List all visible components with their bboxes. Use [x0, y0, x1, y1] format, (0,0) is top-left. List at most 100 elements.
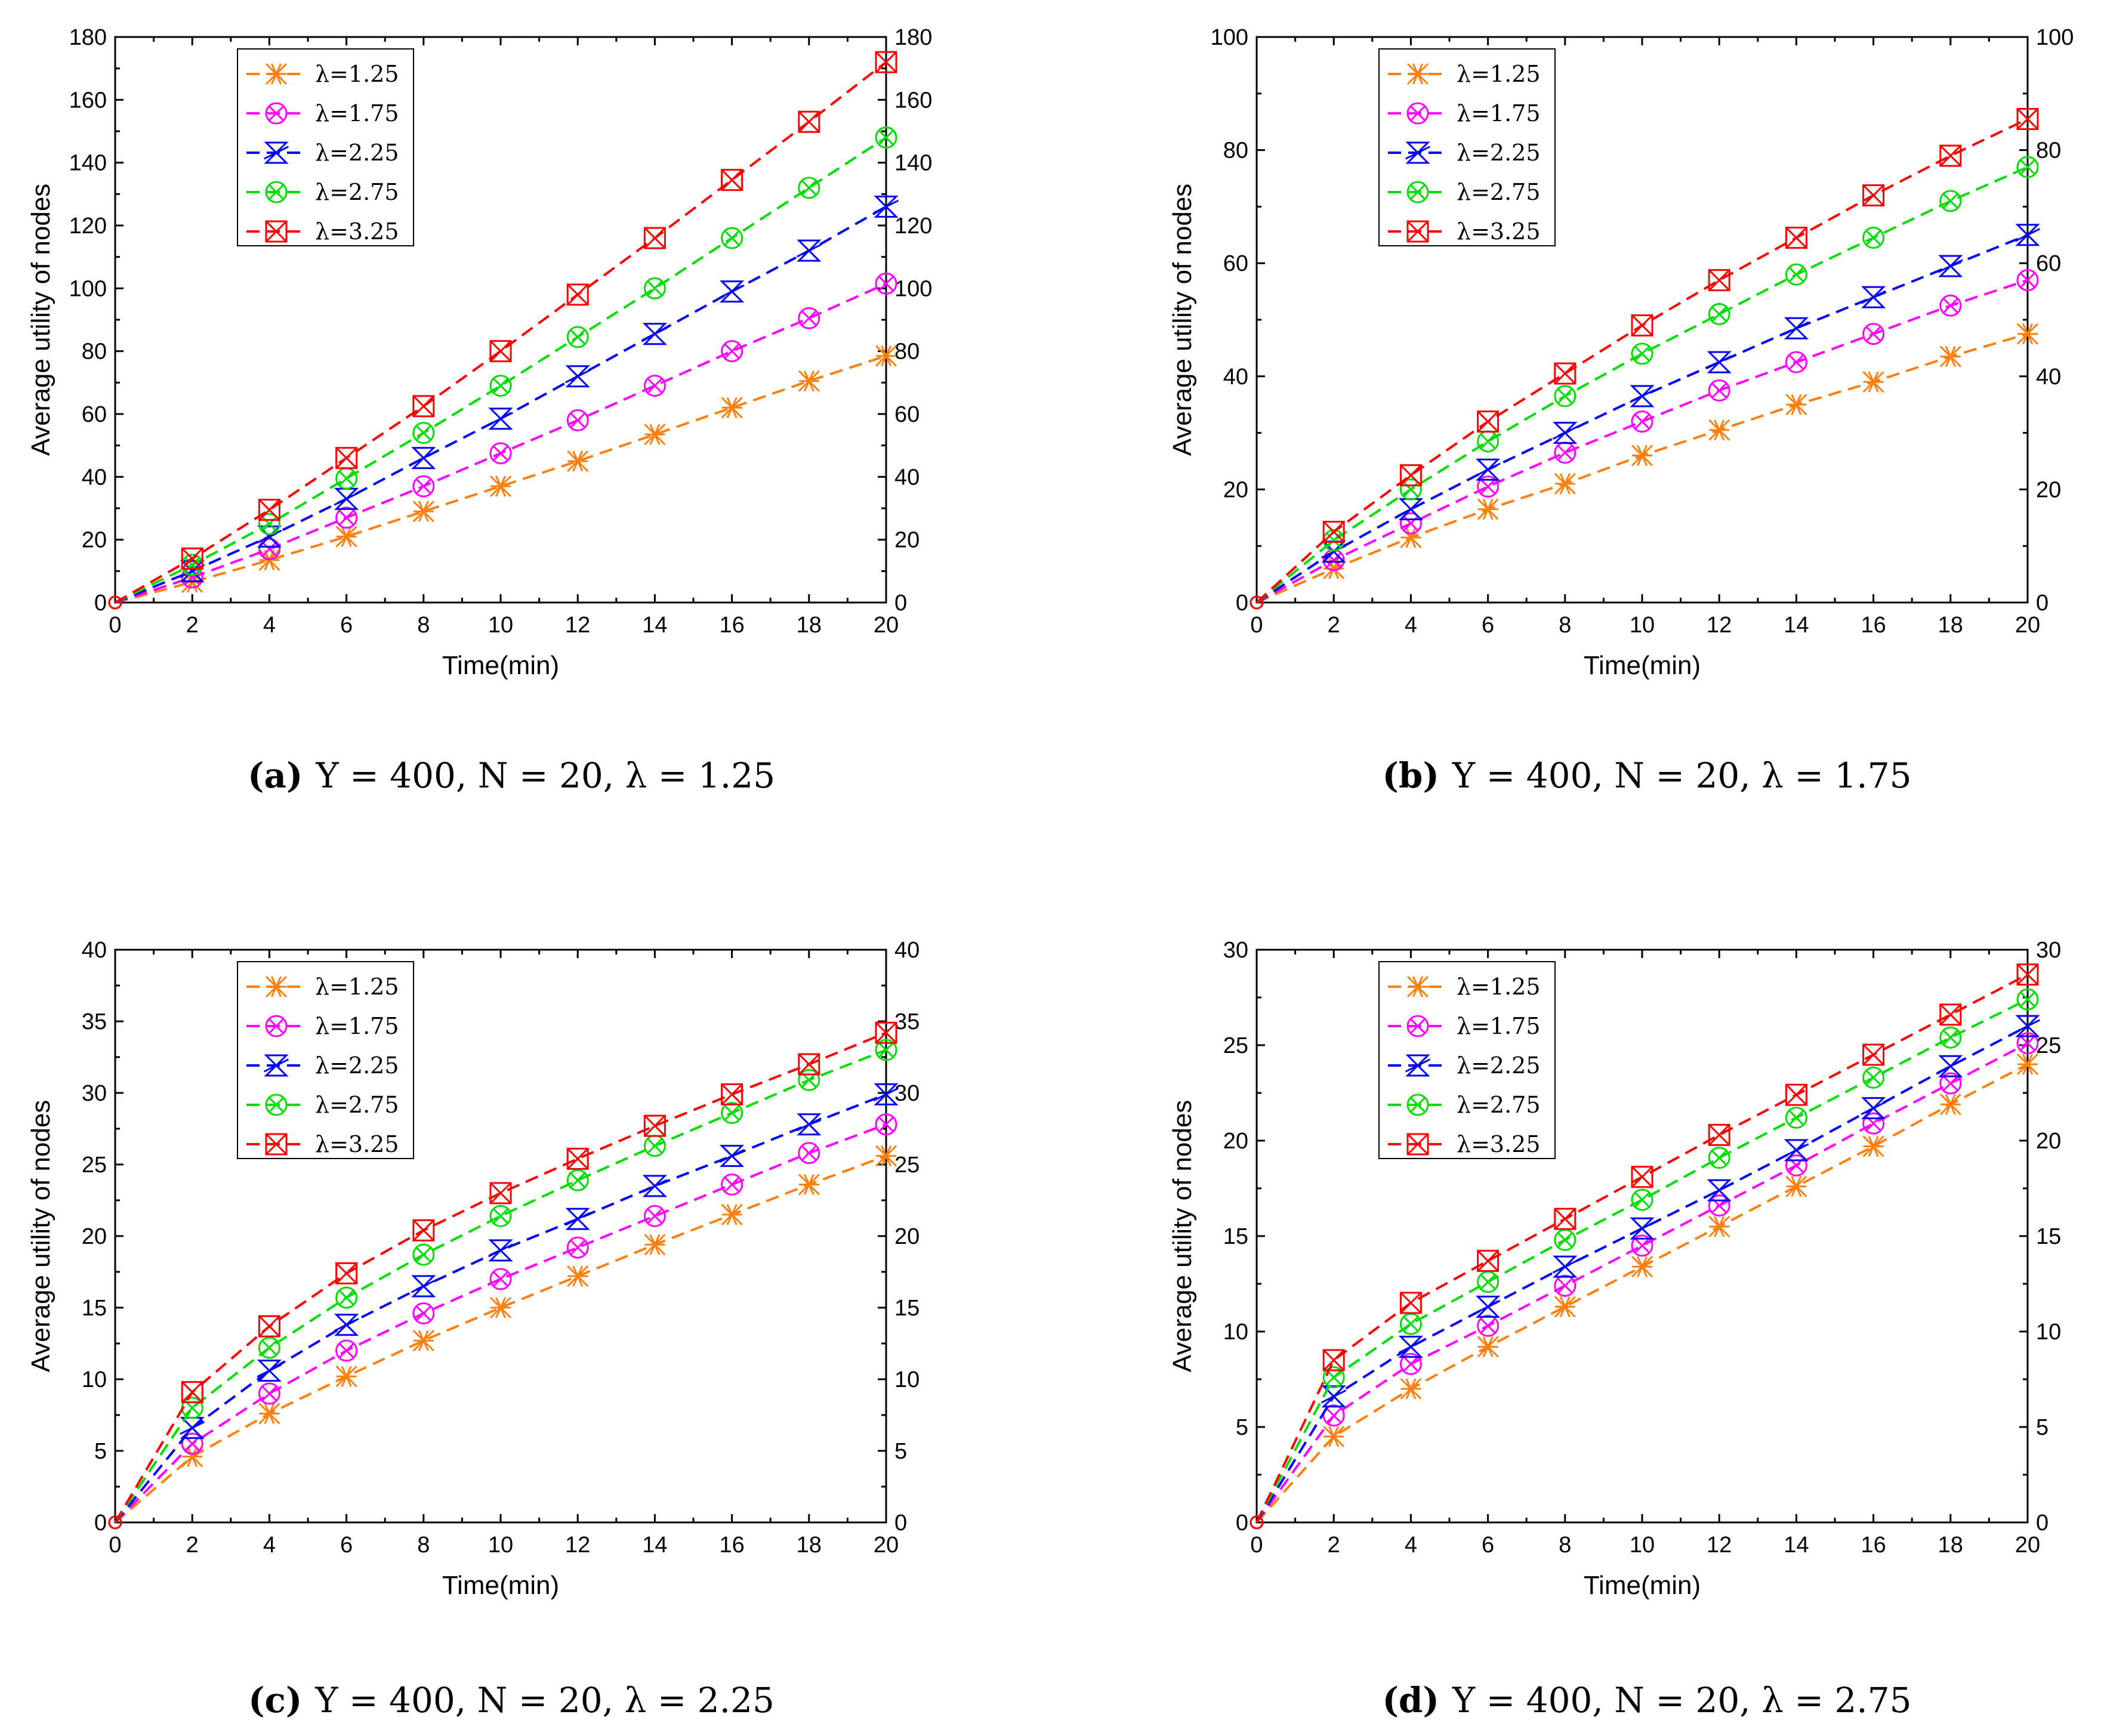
x-tick-label: 14 [1784, 613, 1809, 638]
marker-stroke [1785, 1084, 1807, 1106]
data-point-origin [1250, 1515, 1264, 1530]
x-tick-label: 12 [1707, 1533, 1732, 1558]
marker-stroke [263, 146, 289, 160]
marker-shape [1630, 1217, 1655, 1240]
data-point [1861, 286, 1886, 308]
marker-circle [643, 375, 666, 397]
marker-shape [411, 1275, 436, 1298]
data-point [1939, 190, 1962, 212]
data-point [412, 1243, 435, 1266]
marker-stroke [644, 227, 666, 249]
series-line [1255, 1063, 2028, 1524]
marker-square [1785, 1083, 1807, 1106]
x-tick-label: 0 [109, 1533, 121, 1558]
marker-shape [1475, 458, 1501, 481]
caption-text: Y = 400, N = 20, λ = 1.75 [1452, 755, 1912, 796]
marker-circle [1939, 190, 1962, 212]
data-point [566, 409, 589, 432]
marker-stroke [492, 445, 509, 462]
data-point [567, 450, 589, 472]
marker-stroke [415, 1246, 432, 1263]
data-point-origin [1250, 595, 1264, 610]
data-point [1785, 351, 1807, 373]
series-line [1255, 166, 2028, 604]
data-point [875, 345, 897, 367]
marker-square [412, 1219, 435, 1241]
marker-stroke [1711, 1150, 1727, 1166]
data-point [719, 1145, 745, 1167]
caption-label: (d) [1382, 1680, 1439, 1720]
y-tick-label-right: 40 [894, 938, 920, 963]
marker-stroke [415, 425, 432, 441]
marker-shape [797, 1113, 822, 1136]
marker-circle [1554, 385, 1576, 407]
y-tick-label: 140 [69, 151, 107, 176]
marker-circle [798, 1142, 820, 1164]
data-point [181, 1445, 203, 1468]
data-point [875, 51, 897, 73]
data-point [335, 1339, 358, 1362]
marker-stroke [1325, 1407, 1342, 1424]
x-tick-label: 10 [488, 1533, 513, 1558]
marker-stroke [181, 548, 203, 570]
data-point [1939, 1072, 1962, 1095]
y-axis-label: Average utility of nodes [26, 184, 55, 456]
series-line [1255, 1042, 2028, 1524]
y-tick-label: 5 [94, 1439, 107, 1464]
marker-circle [1939, 1072, 1962, 1095]
data-point [719, 280, 745, 303]
data-point [644, 1234, 666, 1256]
marker-square [1322, 521, 1345, 543]
series-line [115, 61, 887, 604]
marker-square [643, 227, 666, 249]
marker-stroke [261, 1339, 277, 1356]
y-tick-label: 40 [1223, 365, 1248, 390]
marker-square [1477, 410, 1500, 433]
data-point [2016, 988, 2039, 1011]
marker-circle [265, 1015, 288, 1037]
data-point [1477, 410, 1500, 433]
data-point [644, 424, 666, 446]
marker-stroke [1942, 1029, 1959, 1046]
marker-circle [566, 409, 589, 432]
data-point [335, 526, 357, 548]
marker-stroke [257, 529, 282, 543]
marker-stroke [567, 283, 589, 305]
marker-circle [1708, 1147, 1730, 1169]
x-tick-label: 4 [1405, 1533, 1417, 1558]
data-point [1477, 1271, 1500, 1293]
data-point [875, 126, 897, 149]
marker-stroke [798, 111, 820, 133]
x-tick-label: 2 [186, 613, 199, 638]
legend-label: λ=2.25 [315, 1052, 399, 1079]
data-point [721, 169, 743, 191]
marker-stroke [796, 243, 822, 258]
marker-circle [1631, 1188, 1653, 1211]
marker-stroke [1788, 1110, 1804, 1126]
series-line [115, 136, 887, 604]
marker-stroke [1409, 1018, 1426, 1034]
data-point [1862, 323, 1885, 345]
y-tick-label: 0 [1236, 591, 1248, 616]
data-point [412, 422, 435, 444]
data-point [643, 1135, 666, 1157]
data-point [643, 227, 666, 249]
x-tick-label: 10 [1630, 613, 1655, 638]
marker-stroke [1398, 1340, 1424, 1354]
marker-square [798, 1053, 820, 1076]
y-tick-label-right: 15 [2036, 1224, 2061, 1249]
legend-marker [265, 1133, 288, 1156]
marker-shape [1938, 1055, 1963, 1077]
data-point [1862, 184, 1885, 206]
y-tick-label: 80 [1223, 138, 1248, 163]
marker-shape [488, 1239, 513, 1262]
data-point [258, 1336, 280, 1359]
legend-label: λ=3.25 [315, 1131, 399, 1157]
y-tick-label-right: 40 [2036, 365, 2061, 390]
data-point [1398, 498, 1424, 521]
data-point [1322, 1404, 1345, 1427]
marker-shape [264, 141, 289, 164]
marker-stroke [1406, 220, 1429, 243]
y-tick-label: 30 [82, 1081, 107, 1106]
marker-stroke [878, 1116, 894, 1133]
